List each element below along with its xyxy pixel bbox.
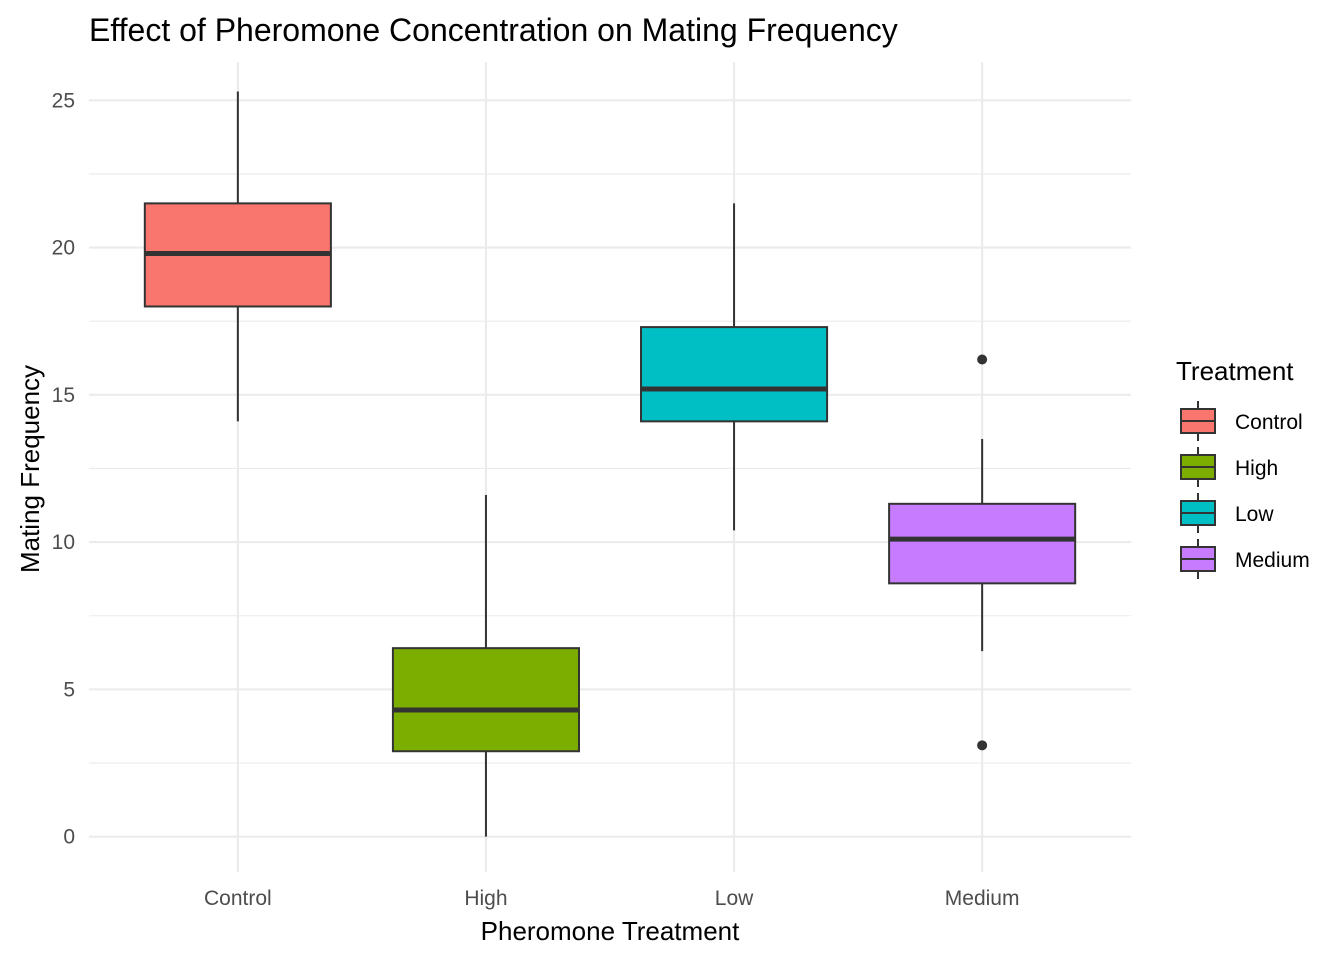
y-tick-label: 0 — [63, 826, 75, 849]
legend-item-medium: Medium — [1180, 539, 1310, 579]
legend-items: Control High Low Medium — [1180, 401, 1310, 579]
y-tick-label: 20 — [52, 237, 75, 260]
y-tick-label: 5 — [63, 678, 75, 701]
x-tick-label: High — [464, 887, 507, 910]
box-body — [391, 647, 580, 753]
legend-item-high: High — [1180, 447, 1278, 487]
box-high — [391, 494, 580, 837]
x-tick-label: Control — [204, 887, 272, 910]
y-tick-label: 25 — [52, 89, 75, 112]
legend-item-low: Low — [1180, 493, 1274, 533]
box-low — [640, 203, 829, 531]
legend: Treatment Control High Low Medium — [1176, 356, 1310, 579]
outlier-point — [977, 354, 988, 365]
legend-label: High — [1235, 457, 1278, 480]
legend-label: Medium — [1235, 549, 1310, 572]
y-tick-label: 10 — [52, 531, 75, 554]
axis-layer: 0 5 10 15 20 25 Control High Low Medium — [52, 89, 1020, 910]
y-tick-label: 15 — [52, 384, 75, 407]
grid-layer — [89, 62, 1131, 872]
legend-item-control: Control — [1180, 401, 1303, 441]
chart-title: Effect of Pheromone Concentration on Mat… — [89, 12, 898, 48]
x-tick-label: Low — [715, 887, 754, 910]
x-tick-label: Medium — [945, 887, 1020, 910]
legend-label: Control — [1235, 411, 1303, 434]
y-axis-title: Mating Frequency — [15, 365, 45, 573]
legend-label: Low — [1235, 503, 1274, 526]
box-control — [143, 91, 332, 422]
outlier-point — [977, 740, 988, 751]
box-body — [640, 326, 829, 423]
x-axis-title: Pheromone Treatment — [481, 916, 740, 946]
box-body — [888, 502, 1077, 585]
legend-title: Treatment — [1176, 356, 1294, 386]
box-layer — [143, 91, 1077, 837]
box-medium — [888, 354, 1077, 751]
